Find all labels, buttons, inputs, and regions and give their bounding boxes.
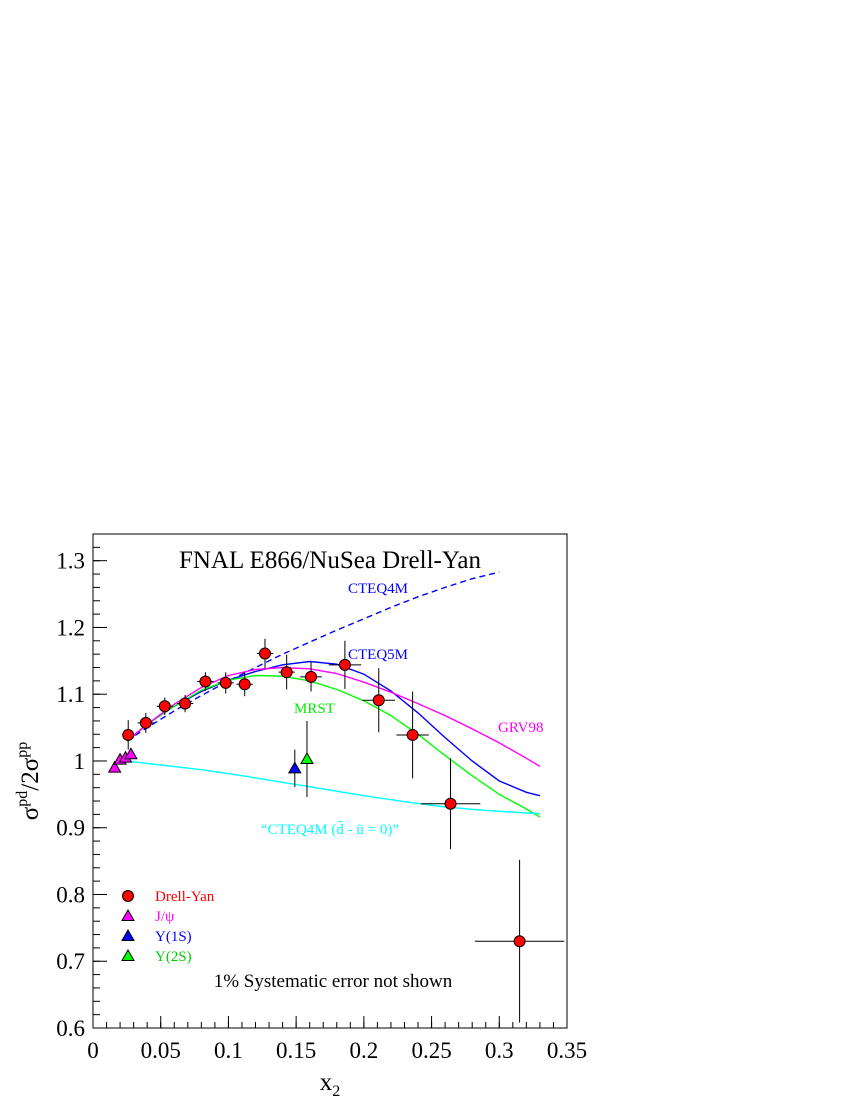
curve-label-cteq4m-nosea: “CTEQ4M (d̄ - ū = 0)” <box>261 822 399 838</box>
point-drell-yan <box>444 797 457 810</box>
legend-marker-1s <box>121 928 135 941</box>
y-axis-label: σpd/2σpp <box>14 742 44 820</box>
x-tick-label: 0.25 <box>411 1038 451 1063</box>
point-2s <box>300 751 314 764</box>
point-drell-yan <box>158 700 171 713</box>
legend-label-2s: Υ(2S) <box>155 949 192 965</box>
point-drell-yan <box>338 658 351 671</box>
point-drell-yan <box>199 675 212 688</box>
point-drell-yan <box>122 728 135 741</box>
point-drell-yan <box>238 678 251 691</box>
point-drell-yan <box>280 666 293 679</box>
point-j <box>124 747 138 760</box>
y-tick-label: 1.3 <box>56 549 85 574</box>
legend-marker-drell-yan <box>122 890 134 902</box>
legend-marker-2s <box>121 948 135 961</box>
legend-label-drell-yan: Drell-Yan <box>155 889 215 905</box>
curve-label-grv98: GRV98 <box>498 720 543 736</box>
curve-label-cteq4m: CTEQ4M <box>348 581 408 597</box>
point-drell-yan <box>406 728 419 741</box>
y-tick-label: 0.9 <box>56 816 85 841</box>
x-tick-label: 0.3 <box>485 1038 514 1063</box>
y-tick-label: 0.7 <box>56 949 85 974</box>
axes: 0 0.05 0.1 0.15 0.2 0.25 0.3 0.35 0.6 0.7 0.8 0.9 1 1… <box>56 533 587 1063</box>
point-drell-yan <box>305 670 318 683</box>
y-tick-label: 1.2 <box>56 615 85 640</box>
x-tick-label: 0 <box>87 1038 99 1063</box>
plot-frame <box>92 533 568 1029</box>
y-tick-label: 0.8 <box>56 882 85 907</box>
y-tick-label: 1 <box>74 749 86 774</box>
theory-curves <box>126 571 541 818</box>
point-j <box>107 760 122 773</box>
legend: Drell-Yan J/ψ Υ(1S) Υ(2S) <box>121 889 215 965</box>
x-tick-label: 0.35 <box>547 1038 587 1063</box>
x-axis-label: x2 <box>320 1069 341 1100</box>
legend-label-j: J/ψ <box>155 909 175 925</box>
point-drell-yan <box>179 697 192 710</box>
chart-title: FNAL E866/NuSea Drell-Yan <box>179 547 482 574</box>
curve-grv98 <box>126 666 541 767</box>
point-1s <box>287 761 302 774</box>
point-drell-yan <box>258 647 271 660</box>
curve-cteq5m <box>126 660 541 797</box>
legend-marker-j <box>121 908 135 921</box>
x-tick-label: 0.2 <box>349 1038 378 1063</box>
data-points <box>107 638 565 1023</box>
curve-label-mrst: MRST <box>294 701 335 717</box>
point-drell-yan <box>372 694 385 707</box>
x-tick-label: 0.05 <box>141 1038 181 1063</box>
x-tick-label: 0.15 <box>276 1038 316 1063</box>
point-drell-yan <box>513 935 526 948</box>
curve-label-cteq5m: CTEQ5M <box>348 647 408 663</box>
y-tick-label: 1.1 <box>56 682 85 707</box>
curve-mrst <box>126 674 541 818</box>
point-drell-yan <box>219 676 232 689</box>
y-tick-label: 0.6 <box>56 1016 85 1041</box>
curve-cteq4m-d-0 <box>126 760 540 815</box>
systematic-note: 1% Systematic error not shown <box>214 971 453 992</box>
point-drell-yan <box>139 716 152 729</box>
legend-label-1s: Υ(1S) <box>155 929 192 945</box>
curve-cteq4m <box>126 571 500 742</box>
x-tick-label: 0.1 <box>214 1038 243 1063</box>
